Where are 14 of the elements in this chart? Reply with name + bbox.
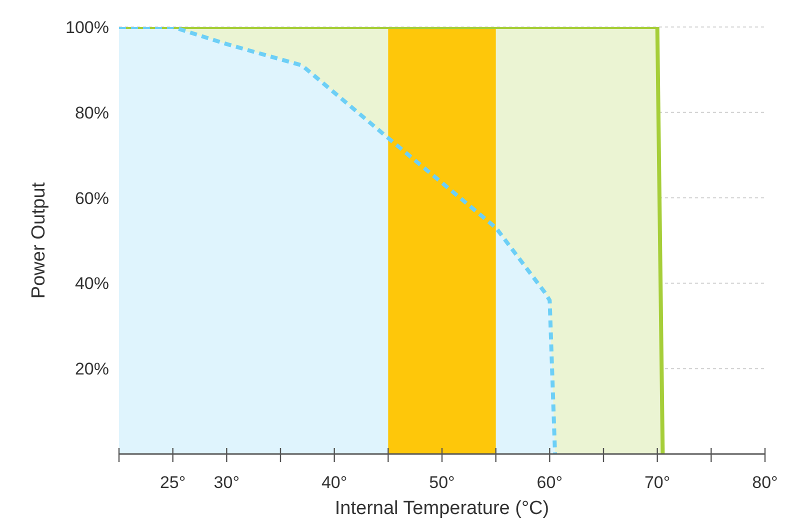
x-tick-label: 30° xyxy=(214,473,240,492)
x-tick-label: 25° xyxy=(160,473,186,492)
x-tick-label: 40° xyxy=(321,473,348,492)
y-tick-label: 60% xyxy=(74,188,109,208)
x-axis-title: Internal Temperature (°C) xyxy=(334,498,550,519)
x-tick-label: 60° xyxy=(536,473,563,492)
x-tick-label: 50° xyxy=(429,473,455,492)
y-tick-label: 20% xyxy=(74,360,109,379)
x-tick-label: 70° xyxy=(644,473,670,492)
y-axis-title: Power Output xyxy=(28,182,50,299)
y-tick-label: 100% xyxy=(66,18,109,38)
y-tick-label: 80% xyxy=(74,103,109,122)
x-tick-label: 80° xyxy=(752,473,778,492)
y-tick-label: 40% xyxy=(74,274,109,294)
